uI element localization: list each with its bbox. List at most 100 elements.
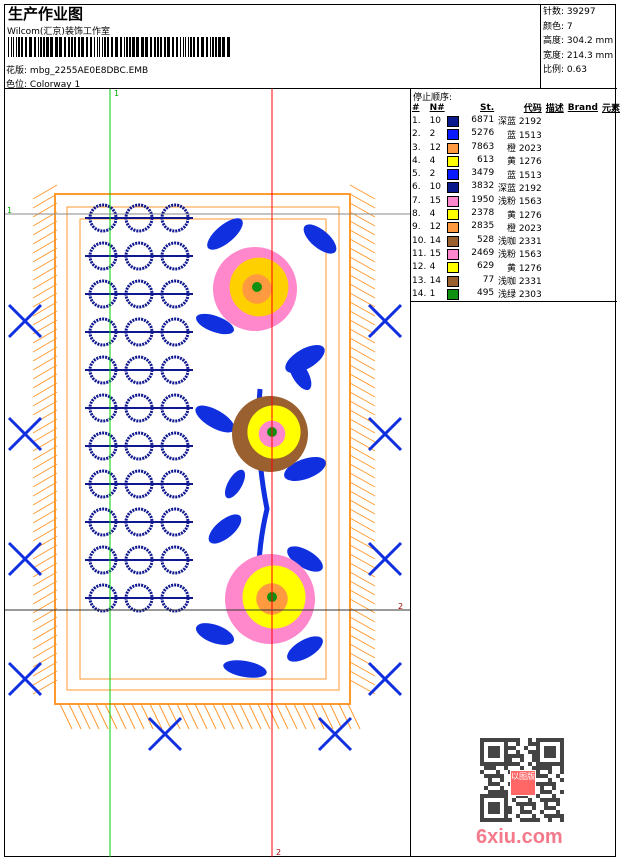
embroidery-preview: 1 2 1 2: [5, 89, 410, 857]
needle-number: 10: [429, 182, 442, 193]
thread-code: 黄 1276: [506, 263, 542, 274]
stop-index: 11.: [412, 248, 427, 259]
info-value: 7: [566, 21, 573, 32]
col-header: 元素: [601, 104, 620, 115]
design-file: 花版: mbg_2255AE0E8DBC.EMB: [6, 63, 148, 76]
color-swatch: [447, 288, 460, 300]
stop-row: 3. 12 7863 橙 2023: [412, 141, 620, 155]
company-name: Wilcom(汇京)装饰工作室: [7, 27, 110, 37]
stop-index: 4.: [412, 155, 421, 166]
needle-number: 15: [429, 248, 442, 259]
needle-number: 1: [429, 288, 436, 299]
info-label: 针数:: [543, 7, 565, 17]
barcode: [8, 37, 230, 57]
thread-code: 蓝 1513: [506, 130, 542, 141]
color-swatch: [447, 155, 460, 167]
stop-sequence-heading: 停止顺序:: [413, 93, 453, 103]
stop-index: 6.: [412, 182, 421, 193]
info-label: 宽度:: [543, 50, 565, 61]
thread-code: 浅咖 2331: [497, 237, 542, 248]
thread-code: 橙 2023: [506, 223, 542, 234]
stitch-count: 3832: [471, 181, 495, 192]
stop-row: 10. 14 528 浅咖 2331: [412, 234, 620, 248]
info-value: 39297: [566, 7, 596, 17]
thread-code: 蓝 1513: [506, 170, 542, 181]
qr-code: [480, 738, 564, 822]
col-header: 描述: [545, 104, 564, 115]
sheet-frame: [4, 4, 616, 857]
stop-row: 7. 15 1950 浅粉 1563: [412, 194, 620, 208]
needle-number: 15: [429, 195, 442, 206]
stitch-count: 77: [482, 274, 495, 285]
info-value: 214.3 mm: [566, 50, 614, 61]
info-label: 颜色:: [543, 21, 565, 32]
needle-number: 4: [429, 262, 436, 273]
info-value: 304.2 mm: [566, 36, 614, 46]
stitch-count: 2378: [471, 208, 495, 219]
needle-number: 14: [429, 235, 442, 246]
thread-code: 深蓝 2192: [497, 117, 542, 128]
stop-row: 1. 10 6871 深蓝 2192: [412, 114, 620, 128]
needle-number: 14: [429, 275, 442, 286]
needle-number: 12: [429, 142, 442, 153]
stop-row: 14. 1 495 浅绿 2303: [412, 287, 620, 301]
thread-code: 浅粉 1563: [497, 197, 542, 208]
colorway-value: Colorway 1: [29, 80, 81, 90]
color-swatch: [447, 248, 460, 260]
needle-number: 2: [429, 129, 436, 140]
color-swatch: [447, 115, 460, 127]
thread-code: 橙 2023: [506, 144, 542, 155]
stop-row: 9. 12 2835 橙 2023: [412, 221, 620, 234]
colorway: 色位: Colorway 1: [6, 77, 80, 90]
color-swatch: [447, 275, 460, 287]
thread-code: 浅粉 1563: [497, 250, 542, 261]
thread-code: 黄 1276: [506, 210, 542, 221]
stitch-count: 7863: [471, 141, 495, 152]
stop-index: 7.: [412, 195, 421, 206]
stop-index: 10.: [412, 235, 427, 246]
stitch-count: 针数: 39297: [543, 5, 615, 20]
col-header: #: [412, 102, 420, 113]
stop-index: 9.: [412, 222, 421, 233]
seal-logo: 以图版: [510, 770, 536, 796]
stitch-count: 629: [476, 261, 495, 272]
color-count: 颜色: 7: [543, 20, 615, 35]
stop-row: 12. 4 629 黄 1276: [412, 261, 620, 274]
stop-row: 6. 10 3832 深蓝 2192: [412, 181, 620, 194]
stop-index: 8.: [412, 209, 421, 220]
guide-label: 1: [7, 206, 12, 215]
info-label: 比例:: [543, 65, 565, 75]
col-header: St.: [479, 102, 495, 113]
stop-index: 2.: [412, 129, 421, 140]
color-swatch: [447, 182, 460, 194]
needle-number: 4: [429, 155, 436, 166]
stitch-count: 5276: [471, 128, 495, 139]
stitch-count: 3479: [471, 168, 495, 179]
stop-row: 5. 2 3479 蓝 1513: [412, 167, 620, 181]
stitch-count: 1950: [471, 194, 495, 205]
width: 宽度: 214.3 mm: [543, 49, 615, 64]
needle-number: 4: [429, 209, 436, 220]
height: 高度: 304.2 mm: [543, 34, 615, 49]
needle-number: 12: [429, 222, 442, 233]
needle-number: 2: [429, 169, 436, 180]
stitch-count: 2835: [471, 221, 495, 232]
stop-row: 11. 15 2469 浅粉 1563: [412, 247, 620, 261]
stop-index: 13.: [412, 275, 427, 286]
stop-row: 2. 2 5276 蓝 1513: [412, 128, 620, 141]
page-title: 生产作业图: [8, 5, 84, 23]
color-swatch: [447, 262, 460, 274]
thread-code: 深蓝 2192: [497, 183, 542, 194]
thread-code: 浅绿 2303: [497, 290, 542, 301]
design-info-box: 针数: 39297 颜色: 7 高度: 304.2 mm 宽度: 214.3 m…: [540, 4, 617, 88]
color-swatch: [447, 142, 460, 154]
color-swatch: [447, 195, 460, 207]
thread-code: 浅咖 2331: [497, 277, 542, 287]
guide-label: 1: [114, 89, 119, 98]
col-header: 代码: [523, 104, 542, 115]
color-swatch: [447, 222, 460, 234]
stop-index: 3.: [412, 142, 421, 153]
stop-index: 1.: [412, 115, 421, 126]
color-swatch: [447, 209, 460, 221]
needle-number: 10: [429, 115, 442, 126]
